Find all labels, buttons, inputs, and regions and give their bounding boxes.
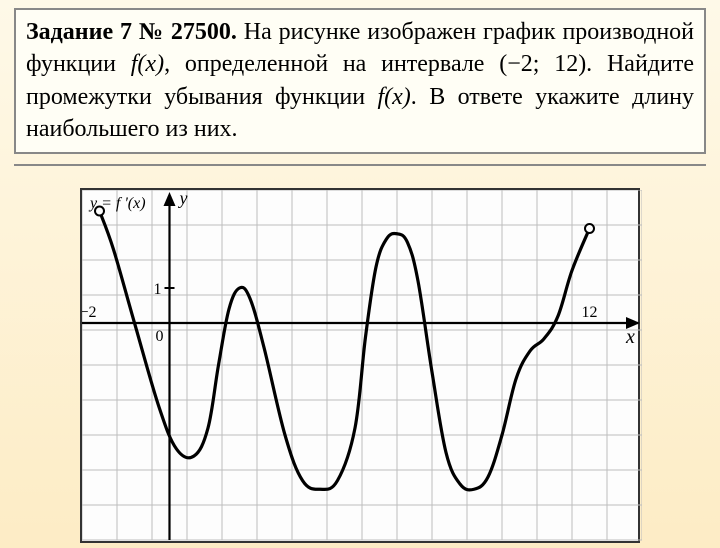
svg-text:1: 1 xyxy=(154,281,162,298)
problem-text: Задание 7 № 27500. На рисунке изображен … xyxy=(26,16,694,146)
problem-label: Задание 7 № 27500. xyxy=(26,19,237,45)
derivative-chart: −20121yxy = f '(x) xyxy=(80,188,640,543)
problem-fx: f(x) xyxy=(131,51,164,77)
problem-box: Задание 7 № 27500. На рисунке изображен … xyxy=(14,8,706,154)
divider xyxy=(14,164,706,166)
svg-text:12: 12 xyxy=(582,304,598,321)
svg-text:y: y xyxy=(178,190,188,208)
svg-text:x: x xyxy=(625,326,635,348)
svg-text:0: 0 xyxy=(156,328,164,345)
svg-text:−2: −2 xyxy=(82,304,97,321)
problem-fx2: f(x) xyxy=(377,84,410,110)
chart-svg: −20121yxy = f '(x) xyxy=(82,190,642,545)
